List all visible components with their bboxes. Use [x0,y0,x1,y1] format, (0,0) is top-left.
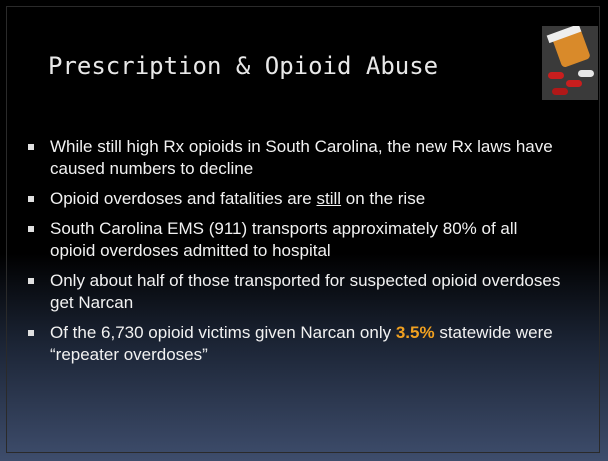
bullet-text: Only about half of those transported for… [50,271,561,312]
bullet: While still high Rx opioids in South Car… [22,136,562,180]
pill [578,70,594,77]
bullet-text: Of the 6,730 opioid victims given Narcan… [50,323,396,342]
pill-image [542,26,598,100]
bullet-text: on the rise [341,189,426,208]
pill [552,88,568,95]
slide-title: Prescription & Opioid Abuse [48,52,439,80]
pill [548,72,564,79]
bullet-list: While still high Rx opioids in South Car… [22,136,562,374]
bullet: South Carolina EMS (911) transports appr… [22,218,562,262]
bullet: Of the 6,730 opioid victims given Narcan… [22,322,562,366]
highlight-text: 3.5% [395,323,435,342]
bullet-text: Opioid overdoses and fatalities are [50,189,317,208]
bullet-text: While still high Rx opioids in South Car… [50,137,553,178]
cap [546,26,582,44]
underlined-text: still [316,189,342,208]
bullet: Opioid overdoses and fatalities are stil… [22,188,562,210]
bullet-text: South Carolina EMS (911) transports appr… [50,219,518,260]
bullet-text: statewide were “repeater overdoses” [50,323,553,364]
bullet: Only about half of those transported for… [22,270,562,314]
frame [6,6,600,453]
pill [566,80,582,87]
